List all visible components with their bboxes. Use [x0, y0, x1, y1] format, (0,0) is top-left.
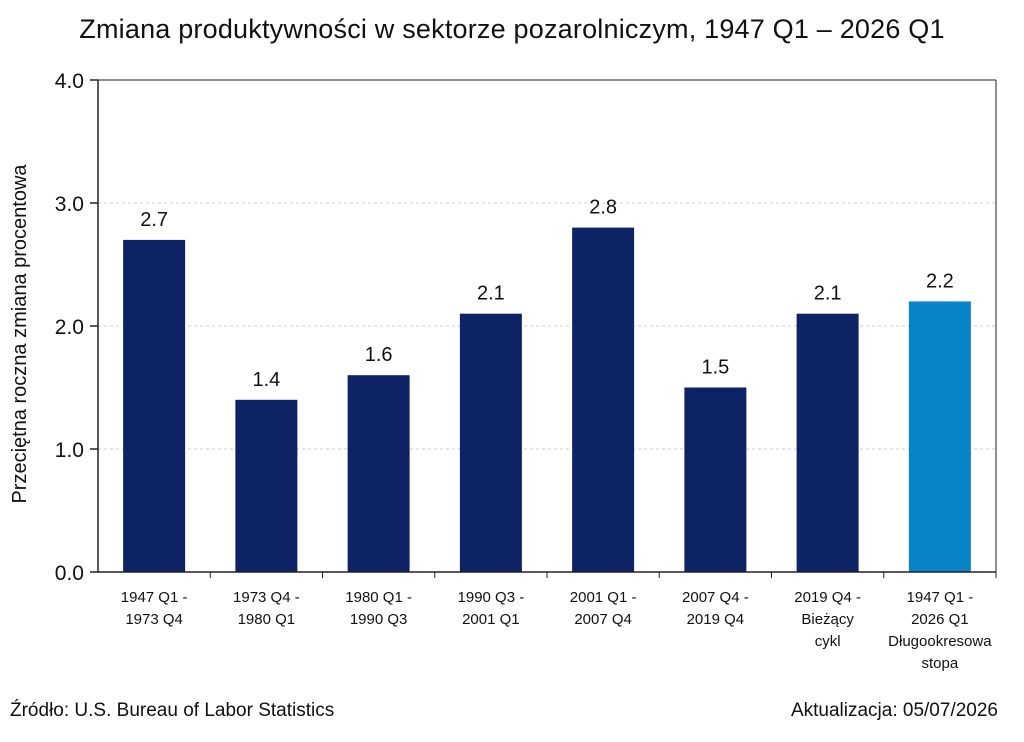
- y-tick-label: 2.0: [55, 316, 84, 339]
- x-tick-label: 1947 Q1 -: [907, 589, 974, 606]
- source-note: Źródło: U.S. Bureau of Labor Statistics: [10, 700, 335, 721]
- y-axis-label: Przeciętna roczna zmiana procentowa: [9, 164, 31, 504]
- data-label: 1.6: [365, 344, 393, 366]
- data-label: 2.8: [589, 197, 617, 219]
- x-tick-label: 2026 Q1: [911, 611, 969, 628]
- data-label: 2.7: [140, 209, 168, 231]
- x-tick-label: 2001 Q1: [462, 611, 520, 628]
- x-tick-label: 1980 Q1: [238, 611, 296, 628]
- bar: [235, 399, 298, 572]
- x-tick-label: Bieżący: [801, 611, 854, 628]
- bar: [123, 239, 186, 572]
- data-label: 2.2: [926, 270, 954, 292]
- gridlines: [98, 79, 996, 450]
- bar: [796, 313, 859, 572]
- bar: [459, 313, 522, 572]
- data-label: 2.1: [814, 283, 842, 305]
- x-tick-label: 1980 Q1 -: [345, 589, 412, 606]
- bar: [908, 301, 971, 572]
- bar: [684, 387, 747, 572]
- y-tick-label: 3.0: [55, 193, 84, 216]
- x-tick-label: 2007 Q4 -: [682, 589, 749, 606]
- x-tick-label: 1947 Q1 -: [121, 589, 188, 606]
- data-label: 2.1: [477, 283, 505, 305]
- value-labels: 2.7 1.4 1.6 2.1 2.8 1.5 2.1 2.2: [140, 197, 954, 391]
- x-tick-label: 1973 Q4: [125, 611, 183, 628]
- bar: [347, 375, 410, 572]
- x-tick-label: 1973 Q4 -: [233, 589, 300, 606]
- update-date: Aktualizacja: 05/07/2026: [790, 700, 998, 721]
- axes: [90, 79, 997, 578]
- x-tick-label: 2007 Q4: [574, 611, 632, 628]
- chart-title: Zmiana produktywności w sektorze pozarol…: [79, 14, 945, 44]
- bars: [123, 227, 971, 572]
- y-tick-label: 4.0: [55, 70, 84, 93]
- data-label: 1.5: [701, 357, 729, 379]
- x-tick-label: 2019 Q4: [687, 611, 745, 628]
- x-tick-label: 1990 Q3: [350, 611, 408, 628]
- y-tick-label: 1.0: [55, 439, 84, 462]
- x-tick-label: 1990 Q3 -: [458, 589, 525, 606]
- x-tick-label: 2001 Q1 -: [570, 589, 637, 606]
- data-label: 1.4: [252, 369, 280, 391]
- x-tick-label: stopa: [922, 655, 959, 672]
- bar: [572, 227, 635, 572]
- y-tick-label: 0.0: [55, 562, 84, 585]
- x-axis-labels: 1947 Q1 - 1973 Q4 1973 Q4 - 1980 Q1 1980 Q1 …: [121, 589, 992, 672]
- x-tick-label: cykl: [815, 633, 841, 650]
- x-tick-label: Długookresowa: [888, 633, 992, 650]
- x-tick-label: 2019 Q4 -: [794, 589, 861, 606]
- y-axis-ticks: 0.0 1.0 2.0 3.0 4.0: [55, 70, 84, 585]
